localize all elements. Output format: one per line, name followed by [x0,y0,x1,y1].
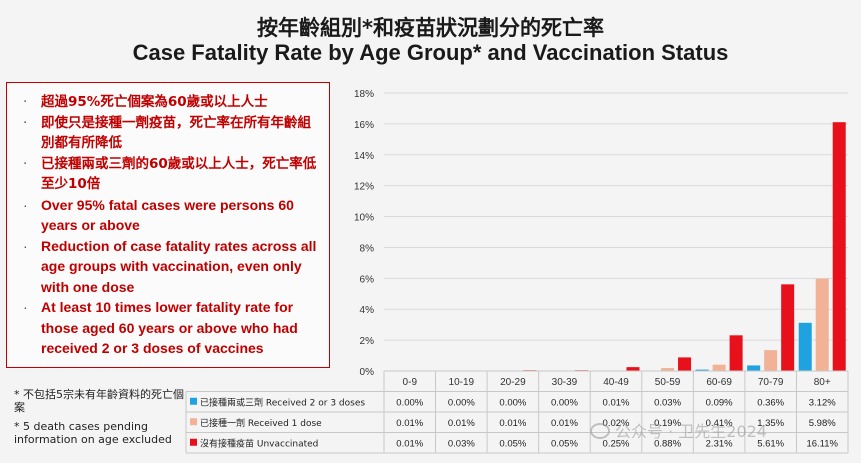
data-label: 0.00% [499,397,526,408]
data-bar [747,365,761,371]
data-label: 0.36% [757,397,784,408]
footnote-english: * 5 death cases pending information on a… [14,420,172,446]
chart-title-english: Case Fatality Rate by Age Group* and Vac… [132,40,729,65]
data-bar [764,350,778,371]
finding-item: · 超過95%死亡個案為60歲或以上人士 [15,92,323,113]
x-tick-label: 70-79 [758,377,784,388]
x-tick-label: 10-19 [449,377,475,388]
x-tick-label: 30-39 [552,377,578,388]
finding-item: · Over 95% fatal cases were persons 60 y… [15,195,323,236]
data-label: 0.19% [654,418,681,429]
data-label: 0.05% [551,438,578,449]
x-tick-label: 40-49 [603,377,629,388]
bullet-dot: · [23,155,28,172]
data-bar [678,357,692,371]
data-label: 5.61% [757,438,784,449]
legend-label: 已接種兩或三劑 Received 2 or 3 doses [200,396,365,408]
data-label: 3.12% [809,397,836,408]
legend-label: 沒有接種疫苗 Unvaccinated [200,437,318,449]
data-bar [815,278,829,371]
y-tick-label: 16% [354,120,374,131]
finding-text: 已接種兩或三劑的60歲或以上人士，死亡率低至少10倍 [41,155,317,193]
x-tick-label: 20-29 [500,377,526,388]
data-bar [798,322,812,371]
data-label: 0.01% [551,418,578,429]
data-label: 0.01% [603,397,630,408]
data-label: 0.00% [448,397,475,408]
finding-item: · 即使只是接種一劑疫苗，死亡率在所有年齡組別都有所降低 [15,113,323,154]
data-label: 16.11% [806,438,838,449]
wechat-icon [590,423,610,439]
y-tick-label: 2% [360,336,375,347]
data-label: 5.98% [809,418,836,429]
data-label: 2.31% [706,438,733,449]
data-label: 0.01% [396,418,423,429]
data-bar [729,335,743,371]
bullet-dot: · [23,237,28,254]
legend-swatch [190,438,197,446]
bullet-dot: · [23,196,28,213]
legend-swatch [190,397,197,405]
y-tick-label: 6% [360,274,375,285]
y-tick-label: 0% [360,367,375,378]
data-label: 0.25% [603,438,630,449]
key-findings-box: · 超過95%死亡個案為60歲或以上人士 · 即使只是接種一劑疫苗，死亡率在所有… [6,82,330,368]
data-label: 0.00% [551,397,578,408]
finding-text: At least 10 times lower fatality rate fo… [41,299,298,356]
data-label: 1.35% [757,418,784,429]
finding-item: · Reduction of case fatality rates acros… [15,236,323,298]
data-bar [781,284,795,371]
y-tick-label: 18% [354,89,374,100]
data-label: 0.00% [396,397,423,408]
data-bar [626,367,640,371]
data-label: 0.03% [654,397,681,408]
finding-item: · 已接種兩或三劑的60歲或以上人士，死亡率低至少10倍 [15,154,323,195]
data-bar [695,369,709,371]
data-bar [661,368,675,371]
watermark: 公众号 · 卫先生2024 [590,418,830,442]
bullet-dot: · [23,94,28,110]
legend-swatch [190,418,197,426]
data-label: 0.01% [499,418,526,429]
finding-text: 即使只是接種一劑疫苗，死亡率在所有年齡組別都有所降低 [41,114,311,152]
data-label: 0.01% [448,418,475,429]
data-bar [712,364,726,371]
y-tick-label: 14% [354,151,374,162]
bullet-dot: · [23,299,28,315]
finding-text: 超過95%死亡個案為60歲或以上人士 [41,94,268,110]
bullet-dot: · [23,114,28,131]
data-label: 0.41% [706,418,733,429]
y-tick-label: 8% [360,243,375,254]
x-tick-label: 60-69 [706,377,732,388]
data-label: 0.09% [706,397,733,408]
finding-text: Reduction of case fatality rates across … [41,237,317,295]
data-bar [832,122,846,371]
data-label: 0.01% [396,438,423,449]
x-tick-label: 0-9 [403,377,418,388]
y-tick-label: 10% [354,213,374,224]
x-tick-label: 50-59 [655,377,681,388]
data-label: 0.02% [603,418,630,429]
finding-text: Over 95% fatal cases were persons 60 yea… [41,196,294,234]
finding-item: · At least 10 times lower fatality rate … [15,297,323,359]
y-tick-label: 12% [354,182,374,193]
chart-title-chinese: 按年齡組別*和疫苗狀況劃分的死亡率 [257,16,604,40]
data-label: 0.03% [448,438,475,449]
x-tick-label: 80+ [814,377,831,388]
watermark-text: 公众号 · 卫先生2024 [615,422,767,441]
data-label: 0.88% [654,438,681,449]
legend-label: 已接種一劑 Received 1 dose [200,417,322,429]
footnote-chinese: * 不包括5宗未有年齡資料的死亡個案 [14,388,184,414]
y-tick-label: 4% [360,305,375,316]
data-label: 0.05% [499,438,526,449]
